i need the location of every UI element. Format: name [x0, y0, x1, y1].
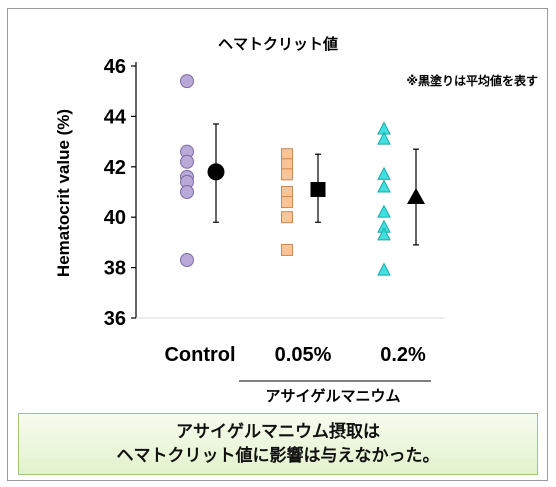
figure-frame — [7, 8, 548, 481]
y-tick-label: 40 — [104, 207, 126, 229]
axes: 36 38 40 42 44 46 Control 0.05% 0.2% — [104, 56, 445, 366]
chart-title: ヘマトクリット値 — [218, 35, 338, 53]
conclusion-box: アサイゲルマニウム摂取は ヘマトクリット値に影響は与えなかった。 — [18, 413, 538, 475]
data-point — [281, 168, 293, 181]
data-point — [180, 74, 194, 89]
y-tick-label: 46 — [104, 56, 126, 78]
y-axis-label: Hematocrit value (%) — [54, 109, 73, 277]
data-point — [377, 131, 391, 145]
conclusion-line-2: ヘマトクリット値に影響は与えなかった。 — [116, 446, 440, 466]
x-tick-label: Control — [164, 344, 235, 366]
data-point — [281, 186, 293, 198]
data-point — [377, 204, 391, 218]
data-point — [377, 166, 391, 180]
x-tick-label: 0.2% — [380, 344, 426, 366]
x-tick-label: 0.05% — [275, 344, 332, 366]
data-point — [377, 262, 391, 276]
data-point — [180, 154, 194, 169]
data-point — [377, 179, 391, 193]
data-point — [180, 253, 194, 268]
data-point — [281, 243, 293, 256]
data-marks — [180, 74, 425, 276]
mean-marker — [207, 163, 225, 181]
data-point — [281, 148, 293, 161]
data-point — [377, 227, 391, 241]
chart-note: ※黒塗りは平均値を表す — [406, 73, 538, 88]
data-point — [281, 211, 293, 224]
group-label: アサイゲルマニウム — [265, 387, 400, 405]
y-tick-label: 44 — [104, 106, 127, 128]
conclusion-line-1: アサイゲルマニウム摂取は — [176, 422, 380, 442]
mean-marker — [407, 188, 425, 205]
y-tick-label: 38 — [104, 258, 126, 280]
data-point — [281, 158, 293, 171]
y-tick-label: 42 — [104, 157, 126, 179]
data-point — [180, 185, 194, 199]
mean-marker — [310, 181, 326, 197]
y-tick-label: 36 — [104, 308, 126, 330]
data-point — [281, 196, 293, 209]
